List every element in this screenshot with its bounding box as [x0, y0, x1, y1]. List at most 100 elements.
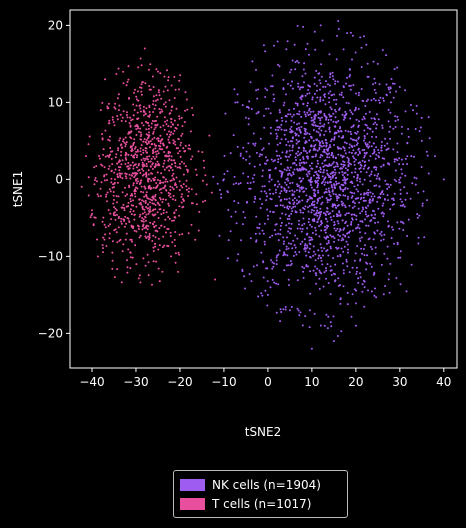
nk-cell-point — [316, 209, 319, 212]
nk-cell-point — [392, 148, 395, 151]
nk-cell-point — [351, 293, 354, 296]
nk-cell-point — [293, 168, 296, 171]
t-cell-point — [115, 195, 118, 198]
t-cell-point — [140, 138, 143, 141]
nk-cell-point — [259, 153, 262, 156]
nk-cell-point — [335, 161, 338, 164]
nk-cell-point — [286, 40, 289, 43]
nk-cell-point — [353, 160, 356, 163]
t-cell-point — [124, 186, 126, 189]
nk-cell-point — [291, 115, 294, 118]
t-cell-point — [170, 163, 173, 166]
nk-cell-point — [219, 189, 221, 191]
nk-cell-point — [363, 193, 366, 196]
t-cell-point — [187, 169, 189, 172]
nk-cell-point — [296, 24, 299, 27]
nk-cell-point — [364, 232, 367, 235]
t-cell-point — [142, 140, 145, 143]
t-cell-point — [181, 193, 183, 196]
nk-cell-point — [358, 237, 361, 240]
t-cell-point — [161, 201, 164, 204]
nk-cell-point — [338, 193, 341, 196]
t-cell-point — [145, 175, 148, 178]
nk-cell-point — [287, 264, 290, 267]
nk-cell-point — [354, 51, 357, 54]
nk-cell-point — [420, 166, 423, 168]
nk-cell-point — [310, 186, 313, 189]
nk-cell-point — [400, 168, 403, 171]
nk-cell-point — [293, 244, 296, 247]
nk-cell-point — [317, 176, 320, 179]
nk-cell-point — [328, 113, 331, 116]
t-cell-point — [158, 280, 161, 283]
nk-cell-point — [344, 182, 347, 185]
nk-cell-point — [346, 187, 349, 190]
nk-cell-point — [404, 174, 407, 177]
t-cell-point — [162, 176, 165, 179]
t-cell-point — [162, 165, 165, 168]
nk-cell-point — [371, 130, 374, 133]
t-cell-point — [146, 197, 149, 200]
nk-cell-point — [359, 231, 361, 234]
nk-cell-point — [242, 157, 245, 160]
nk-cell-point — [387, 108, 390, 111]
nk-cell-point — [319, 207, 322, 210]
nk-cell-point — [255, 239, 258, 242]
nk-cell-point — [359, 36, 362, 39]
nk-cell-point — [361, 183, 364, 186]
nk-cell-point — [344, 116, 347, 119]
t-cell-point — [131, 118, 134, 121]
nk-cell-point — [318, 79, 321, 82]
nk-cell-point — [339, 127, 341, 130]
t-cell-point — [139, 135, 142, 138]
nk-cell-point — [333, 168, 336, 171]
t-cell-point — [144, 112, 147, 115]
t-cell-point — [187, 190, 190, 193]
t-cell-point — [179, 167, 182, 170]
nk-cell-point — [223, 173, 226, 175]
nk-cell-point — [253, 165, 256, 168]
nk-cell-point — [318, 216, 321, 219]
nk-cell-point — [411, 182, 414, 185]
nk-cell-point — [288, 144, 291, 147]
nk-cell-point — [323, 93, 326, 96]
t-cell-point — [124, 120, 127, 123]
nk-cell-point — [373, 142, 375, 145]
t-cell-point — [111, 116, 114, 119]
nk-cell-point — [280, 123, 283, 126]
nk-cell-point — [366, 62, 369, 65]
t-cell-point — [112, 121, 115, 124]
nk-cell-point — [275, 256, 278, 259]
nk-cell-point — [304, 48, 307, 51]
nk-cell-point — [302, 149, 305, 152]
nk-cell-point — [350, 151, 353, 154]
nk-cell-point — [394, 115, 397, 118]
nk-cell-point — [303, 111, 306, 113]
t-cell-point — [151, 168, 154, 170]
t-cell-point — [160, 97, 163, 100]
nk-cell-point — [334, 110, 337, 113]
t-cell-point — [179, 155, 182, 158]
nk-cell-point — [353, 109, 356, 112]
nk-cell-point — [360, 66, 363, 68]
nk-cell-point — [359, 258, 362, 261]
t-cell-point — [135, 230, 138, 233]
nk-cell-point — [364, 112, 367, 115]
t-cell-point — [138, 198, 141, 201]
nk-cell-point — [255, 89, 258, 92]
t-cell-point — [122, 243, 125, 246]
t-cell-point — [148, 114, 151, 116]
t-cell-point — [156, 230, 159, 233]
nk-cell-point — [311, 201, 314, 203]
t-cell-point — [106, 179, 108, 182]
nk-cell-point — [301, 166, 304, 169]
nk-cell-point — [261, 229, 264, 232]
nk-cell-point — [268, 175, 271, 178]
nk-cell-point — [329, 178, 332, 181]
nk-cell-point — [301, 75, 304, 78]
nk-cell-point — [337, 277, 340, 280]
nk-cell-point — [289, 71, 291, 74]
t-cell-point — [182, 173, 185, 176]
t-cell-point — [167, 150, 170, 153]
